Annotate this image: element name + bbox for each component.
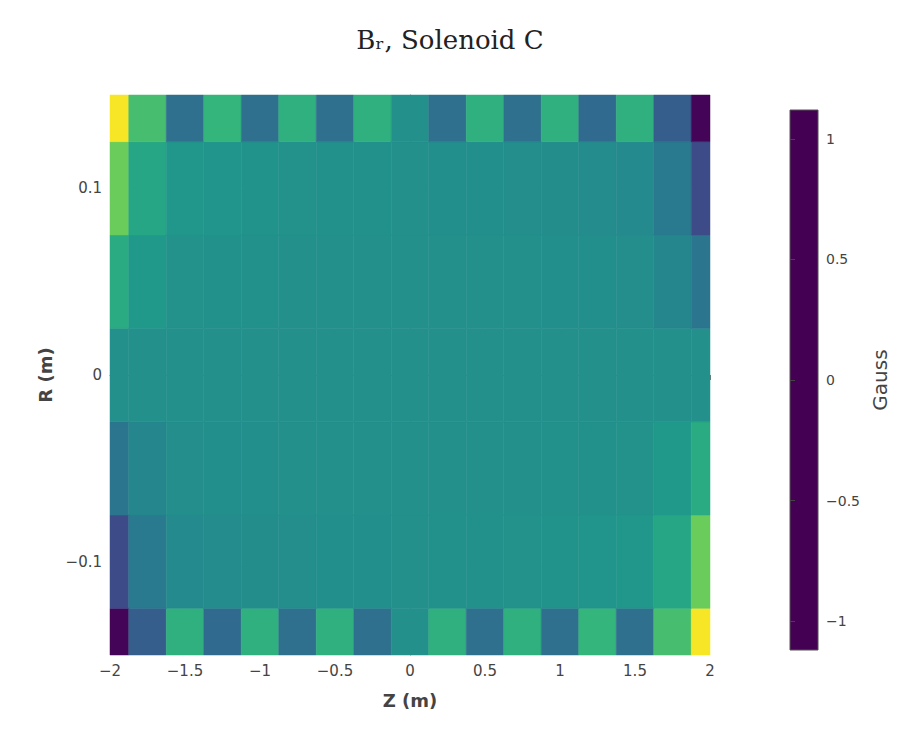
svg-text:0: 0 bbox=[92, 366, 102, 384]
svg-text:1: 1 bbox=[555, 662, 565, 680]
svg-text:−0.5: −0.5 bbox=[317, 662, 353, 680]
svg-text:1.5: 1.5 bbox=[623, 662, 647, 680]
svg-text:−1: −1 bbox=[249, 662, 271, 680]
svg-text:0.1: 0.1 bbox=[78, 179, 102, 197]
svg-text:−0.1: −0.1 bbox=[66, 553, 102, 571]
svg-text:0: 0 bbox=[405, 662, 415, 680]
svg-text:−2: −2 bbox=[99, 662, 121, 680]
svg-text:−1: −1 bbox=[826, 613, 847, 629]
svg-text:R (m): R (m) bbox=[35, 347, 56, 402]
svg-text:Bᵣ, Solenoid C: Bᵣ, Solenoid C bbox=[356, 25, 543, 55]
svg-text:−1.5: −1.5 bbox=[167, 662, 203, 680]
svg-text:Gauss: Gauss bbox=[868, 349, 892, 410]
svg-text:2: 2 bbox=[705, 662, 715, 680]
svg-text:0.5: 0.5 bbox=[826, 251, 848, 267]
svg-text:0.5: 0.5 bbox=[473, 662, 497, 680]
svg-text:0: 0 bbox=[826, 372, 835, 388]
svg-text:1: 1 bbox=[826, 131, 835, 147]
svg-text:Z (m): Z (m) bbox=[383, 690, 438, 711]
svg-text:−0.5: −0.5 bbox=[826, 493, 860, 509]
